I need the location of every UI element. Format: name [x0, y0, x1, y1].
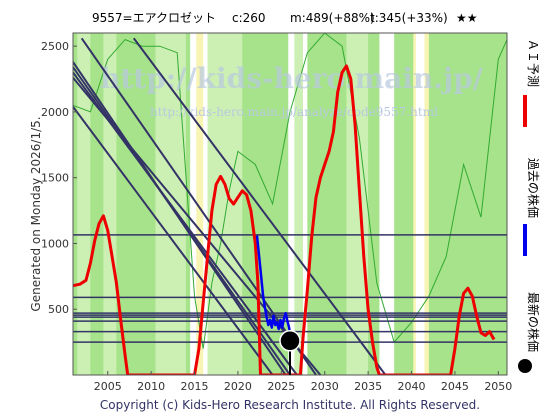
x-tick-label: 2030 — [311, 380, 339, 393]
band-8 — [294, 33, 304, 375]
y-axis-ticks: 500 1000 1500 2000 2500 — [41, 40, 77, 316]
x-tick-label: 2040 — [398, 380, 426, 393]
watermark-url: http://kids-hero.main.jp/ — [100, 62, 484, 95]
band-9 — [346, 33, 369, 375]
header-stars: ★★ — [456, 11, 478, 25]
x-axis-ticks: 2005 2010 2015 2020 2025 2030 2035 2040 2045 2050 — [94, 371, 512, 393]
y-tick-label: 1500 — [41, 172, 69, 185]
past-price-line — [255, 235, 293, 341]
watermark-url-small: http://kids-hero.main.jp/analyze/code955… — [150, 105, 438, 119]
x-tick-label: 2035 — [354, 380, 382, 393]
band-5 — [196, 33, 204, 375]
y-tick-label: 1000 — [41, 237, 69, 250]
trend-line-5 — [132, 37, 387, 375]
legend-latest-label: 最新の株価 — [526, 292, 541, 352]
generated-date-label: Generated on Monday 2026/1/5. — [29, 116, 43, 311]
x-tick-label: 2025 — [267, 380, 295, 393]
legend-ai-label: ＡＩ予測 — [526, 39, 540, 87]
green-profile — [72, 32, 508, 349]
trend-line-0 — [80, 37, 317, 375]
legend-past-label: 過去の株価 — [526, 158, 541, 218]
y-tick-label: 2000 — [41, 106, 69, 119]
legend-ai-swatch — [523, 95, 527, 127]
header-code-name: 9557=エアクロゼット — [92, 11, 216, 25]
x-tick-label: 2020 — [224, 380, 252, 393]
x-tick-label: 2015 — [181, 380, 209, 393]
x-tick-label: 2010 — [137, 380, 165, 393]
x-tick-label: 2050 — [484, 380, 512, 393]
y-tick-label: 500 — [48, 303, 69, 316]
band-12 — [415, 33, 425, 375]
header-max: m:489(+88%) — [290, 11, 375, 25]
header-current: c:260 — [232, 11, 266, 25]
trend-line-6 — [73, 106, 274, 375]
legend-latest-dot — [518, 359, 532, 373]
copyright: Copyright (c) Kids-Hero Research Institu… — [100, 398, 480, 412]
legend: ＡＩ予測 過去の株価 最新の株価 — [518, 39, 541, 373]
series-lines — [73, 64, 496, 375]
band-10 — [379, 33, 395, 375]
ai-forecast-line — [73, 64, 496, 375]
green-profile-line — [72, 32, 508, 349]
y-tick-label: 2500 — [41, 40, 69, 53]
latest-price-marker — [279, 330, 301, 375]
latest-dot — [279, 330, 301, 352]
legend-past-swatch — [523, 224, 527, 256]
header-target: t:345(+33%) — [370, 11, 448, 25]
trend-line-2 — [73, 66, 291, 375]
x-tick-label: 2005 — [94, 380, 122, 393]
x-tick-label: 2045 — [441, 380, 469, 393]
